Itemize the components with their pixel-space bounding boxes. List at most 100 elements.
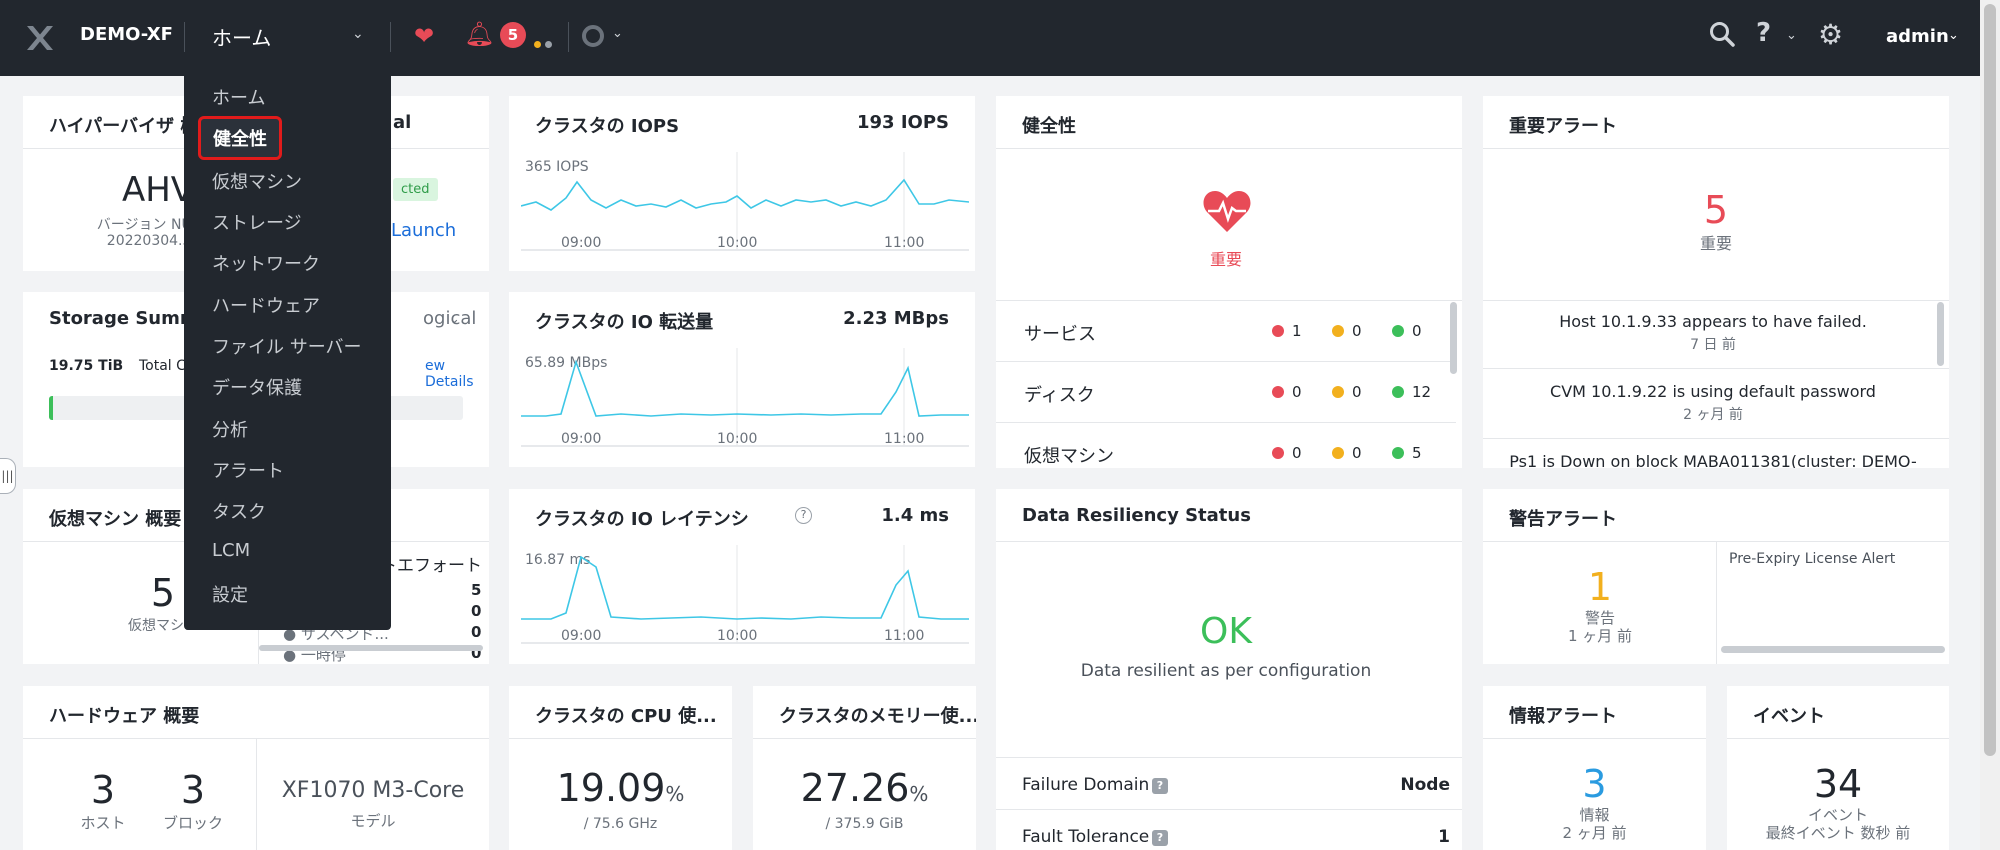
divider <box>1483 300 1949 301</box>
menu-item-health[interactable]: 健全性 <box>198 116 282 160</box>
memory-usage-unit: % <box>909 782 929 806</box>
widget-value: 1.4 ms <box>881 505 949 526</box>
warning-list-hscroll[interactable] <box>1721 646 1945 653</box>
health-row-disks[interactable]: ディスク 0 0 12 <box>996 363 1456 423</box>
alert-item[interactable]: CVM 10.1.9.22 is using default password … <box>1483 382 1943 424</box>
bell-icon[interactable]: 🔔︎ <box>464 20 495 48</box>
cluster-memory-usage-widget: クラスタのメモリー使... 27.26% / 375.9 GiB <box>753 686 976 850</box>
critical-count: 0 <box>1292 444 1302 462</box>
alert-count-badge[interactable]: 5 <box>500 22 526 48</box>
x-tick-label: 10:00 <box>717 431 757 447</box>
warning-alerts-widget: 警告アラート 1 警告 1 ヶ月 前 Pre-Expiry License Al… <box>1483 489 1949 664</box>
info-alert-time: 2 ヶ月 前 <box>1562 824 1627 842</box>
cpu-usage-value: 19.09% <box>509 766 732 810</box>
memory-total: / 375.9 GiB <box>825 816 904 832</box>
menu-item-settings[interactable]: 設定 <box>212 585 248 606</box>
nutanix-logo-icon[interactable] <box>24 22 56 54</box>
storage-capacity-value: 19.75 TiB <box>49 358 124 374</box>
vm-stat-value: 5 <box>471 581 482 599</box>
divider <box>753 738 976 739</box>
menu-item-lcm[interactable]: LCM <box>212 540 251 561</box>
health-row-services[interactable]: サービス 1 0 0 <box>996 302 1456 362</box>
info-alert-count[interactable]: 3 <box>1582 762 1607 806</box>
io-latency-line-chart[interactable]: 16.87 ms 09:00 10:00 11:00 <box>521 545 969 655</box>
cluster-name[interactable]: DEMO-XF <box>80 24 173 45</box>
menu-item-data-protection[interactable]: データ保護 <box>212 378 302 399</box>
warning-alert-count[interactable]: 1 <box>1587 565 1613 609</box>
alert-text: Ps1 is Down on block MABA011381(cluster:… <box>1509 452 1917 468</box>
resiliency-message: Data resilient as per configuration <box>1080 661 1372 681</box>
widget-title-tail: al <box>393 112 412 133</box>
divider <box>996 809 1462 810</box>
menu-item-hardware[interactable]: ハードウェア <box>212 296 320 317</box>
health-row-vms[interactable]: 仮想マシン 0 0 5 <box>996 424 1456 468</box>
widget-title: 情報アラート <box>1509 706 1617 727</box>
health-list-scrollbar[interactable] <box>1450 302 1457 374</box>
critical-heart-icon <box>1203 191 1251 232</box>
help-icon[interactable]: ? <box>1756 18 1772 48</box>
cpu-usage-number: 19.09 <box>556 766 666 810</box>
warning-alert-item[interactable]: Pre-Expiry License Alert <box>1729 551 1896 567</box>
chevron-down-icon[interactable]: ⌄ <box>1948 28 1959 43</box>
gear-icon[interactable]: ⚙ <box>1818 18 1844 51</box>
event-count-label: イベント <box>1807 806 1868 824</box>
menu-item-analysis[interactable]: 分析 <box>212 420 248 441</box>
menu-item-vms[interactable]: 仮想マシン <box>212 172 302 193</box>
fault-tolerance-label: Fault Tolerance <box>1022 827 1150 847</box>
menu-item-tasks[interactable]: タスク <box>212 502 266 523</box>
page-scrollbar-thumb[interactable] <box>1984 4 1996 756</box>
event-count[interactable]: 34 <box>1813 762 1863 806</box>
chevron-down-icon[interactable]: ⌄ <box>352 26 364 42</box>
sidebar-toggle-handle[interactable]: ||| <box>0 458 16 494</box>
peak-label: 65.89 MBps <box>525 355 607 371</box>
iops-series-line <box>521 178 969 211</box>
health-state: 重要 <box>1209 250 1242 269</box>
task-status-icon[interactable] <box>582 25 604 47</box>
alert-item[interactable]: Host 10.1.9.33 appears to have failed. 7… <box>1483 312 1943 354</box>
storage-view-selector[interactable]: ogical <box>423 308 477 329</box>
main-nav-dropdown[interactable]: ホーム <box>212 26 272 50</box>
help-icon[interactable]: ? <box>1152 778 1168 794</box>
chevron-down-icon[interactable]: ⌄ <box>612 26 623 41</box>
x-tick-label: 11:00 <box>884 431 924 447</box>
search-icon[interactable] <box>1708 20 1736 48</box>
user-menu[interactable]: admin <box>1886 26 1949 47</box>
health-heart-icon[interactable]: ❤ <box>414 22 435 50</box>
critical-alert-count[interactable]: 5 <box>1703 188 1729 232</box>
hardware-model: XF1070 M3-Core <box>281 778 465 803</box>
widget-title: クラスタの IO レイテンシ <box>535 509 749 530</box>
health-row-label: 仮想マシン <box>1024 446 1114 467</box>
x-tick-label: 09:00 <box>561 235 601 251</box>
menu-item-alerts[interactable]: アラート <box>212 461 284 482</box>
block-count-label: ブロック <box>163 814 224 832</box>
block-count[interactable]: 3 <box>180 768 206 812</box>
view-details-link[interactable]: ew Details <box>425 358 474 390</box>
chevron-down-icon[interactable]: ⌄ <box>1786 28 1797 43</box>
alert-dots-icon[interactable] <box>534 33 556 52</box>
alert-item[interactable]: Ps1 is Down on block MABA011381(cluster:… <box>1483 452 1943 468</box>
vm-list-hscroll[interactable] <box>259 645 483 651</box>
help-icon[interactable]: ? <box>1152 830 1168 846</box>
io-throughput-line-chart[interactable]: 65.89 MBps 09:00 10:00 11:00 <box>521 348 969 458</box>
menu-item-home[interactable]: ホーム <box>212 88 266 109</box>
vm-count[interactable]: 5 <box>150 571 176 615</box>
host-count-label: ホスト <box>80 814 126 832</box>
menu-item-network[interactable]: ネットワーク <box>212 254 320 275</box>
last-event-time: 最終イベント 数秒 前 <box>1765 824 1911 842</box>
menu-item-storage[interactable]: ストレージ <box>212 213 302 234</box>
help-icon[interactable]: ? <box>795 507 812 524</box>
failure-domain-label: Failure Domain <box>1022 775 1150 795</box>
io-latency-series-line <box>521 555 969 620</box>
x-tick-label: 10:00 <box>717 235 757 251</box>
iops-line-chart[interactable]: 365 IOPS 09:00 10:00 11:00 <box>521 152 969 262</box>
launch-link[interactable]: Launch <box>391 220 457 241</box>
host-count[interactable]: 3 <box>90 768 116 812</box>
menu-item-file-server[interactable]: ファイル サーバー <box>212 337 362 358</box>
widget-title: Data Resiliency Status <box>1022 505 1251 526</box>
alert-list-scrollbar[interactable] <box>1937 302 1944 366</box>
divider <box>996 757 1462 758</box>
widget-title: クラスタの IOPS <box>535 116 680 137</box>
fault-tolerance-value: 1 <box>1438 827 1450 847</box>
chevron-down-icon[interactable]: ⌄ <box>449 312 460 327</box>
peak-label: 16.87 ms <box>525 552 590 568</box>
